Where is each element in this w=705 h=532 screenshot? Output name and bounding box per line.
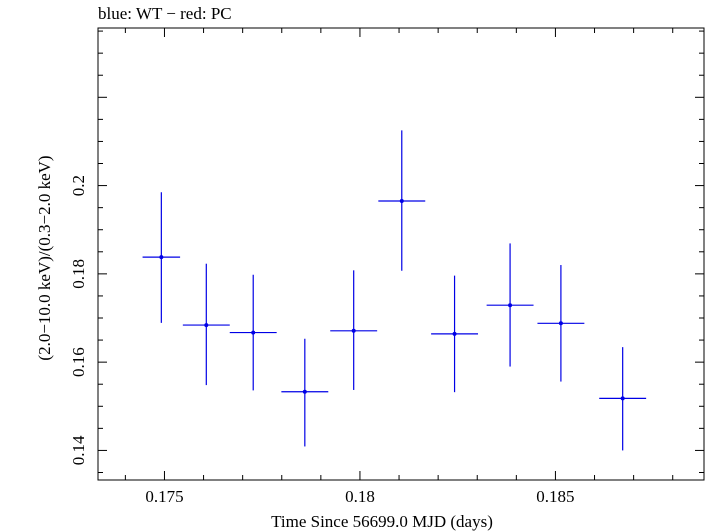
data-points (142, 130, 647, 451)
data-marker (251, 330, 256, 335)
data-marker (204, 323, 209, 328)
data-point (142, 192, 181, 323)
x-tick-label: 0.185 (536, 487, 574, 506)
data-point (182, 263, 230, 386)
data-marker (452, 331, 457, 336)
y-tick-label: 0.16 (69, 347, 88, 377)
data-marker (508, 303, 513, 308)
data-point (378, 130, 426, 271)
chart-title: blue: WT − red: PC (98, 4, 232, 23)
data-point (330, 270, 378, 390)
data-marker (351, 328, 356, 333)
y-axis-label: (2.0−10.0 keV)/(0.3−2.0 keV) (35, 155, 54, 360)
data-point (281, 338, 329, 447)
data-point (229, 274, 277, 391)
plot-frame (97, 27, 705, 481)
data-marker (399, 199, 404, 204)
data-point (431, 275, 479, 393)
y-tick-label: 0.14 (69, 435, 88, 465)
data-point (537, 265, 585, 382)
y-tick-label: 0.2 (69, 175, 88, 196)
data-marker (558, 321, 563, 326)
y-tick-label: 0.18 (69, 259, 88, 289)
data-marker (620, 396, 625, 401)
axis-ticks: 0.175 0.18 0.185 0.14 0.16 0.18 0.2 (69, 28, 704, 506)
data-marker (159, 255, 164, 260)
data-point (486, 243, 534, 367)
x-tick-label: 0.175 (145, 487, 183, 506)
data-point (599, 347, 647, 451)
data-marker (302, 389, 307, 394)
x-axis-label: Time Since 56699.0 MJD (days) (271, 512, 493, 531)
x-tick-label: 0.18 (345, 487, 375, 506)
